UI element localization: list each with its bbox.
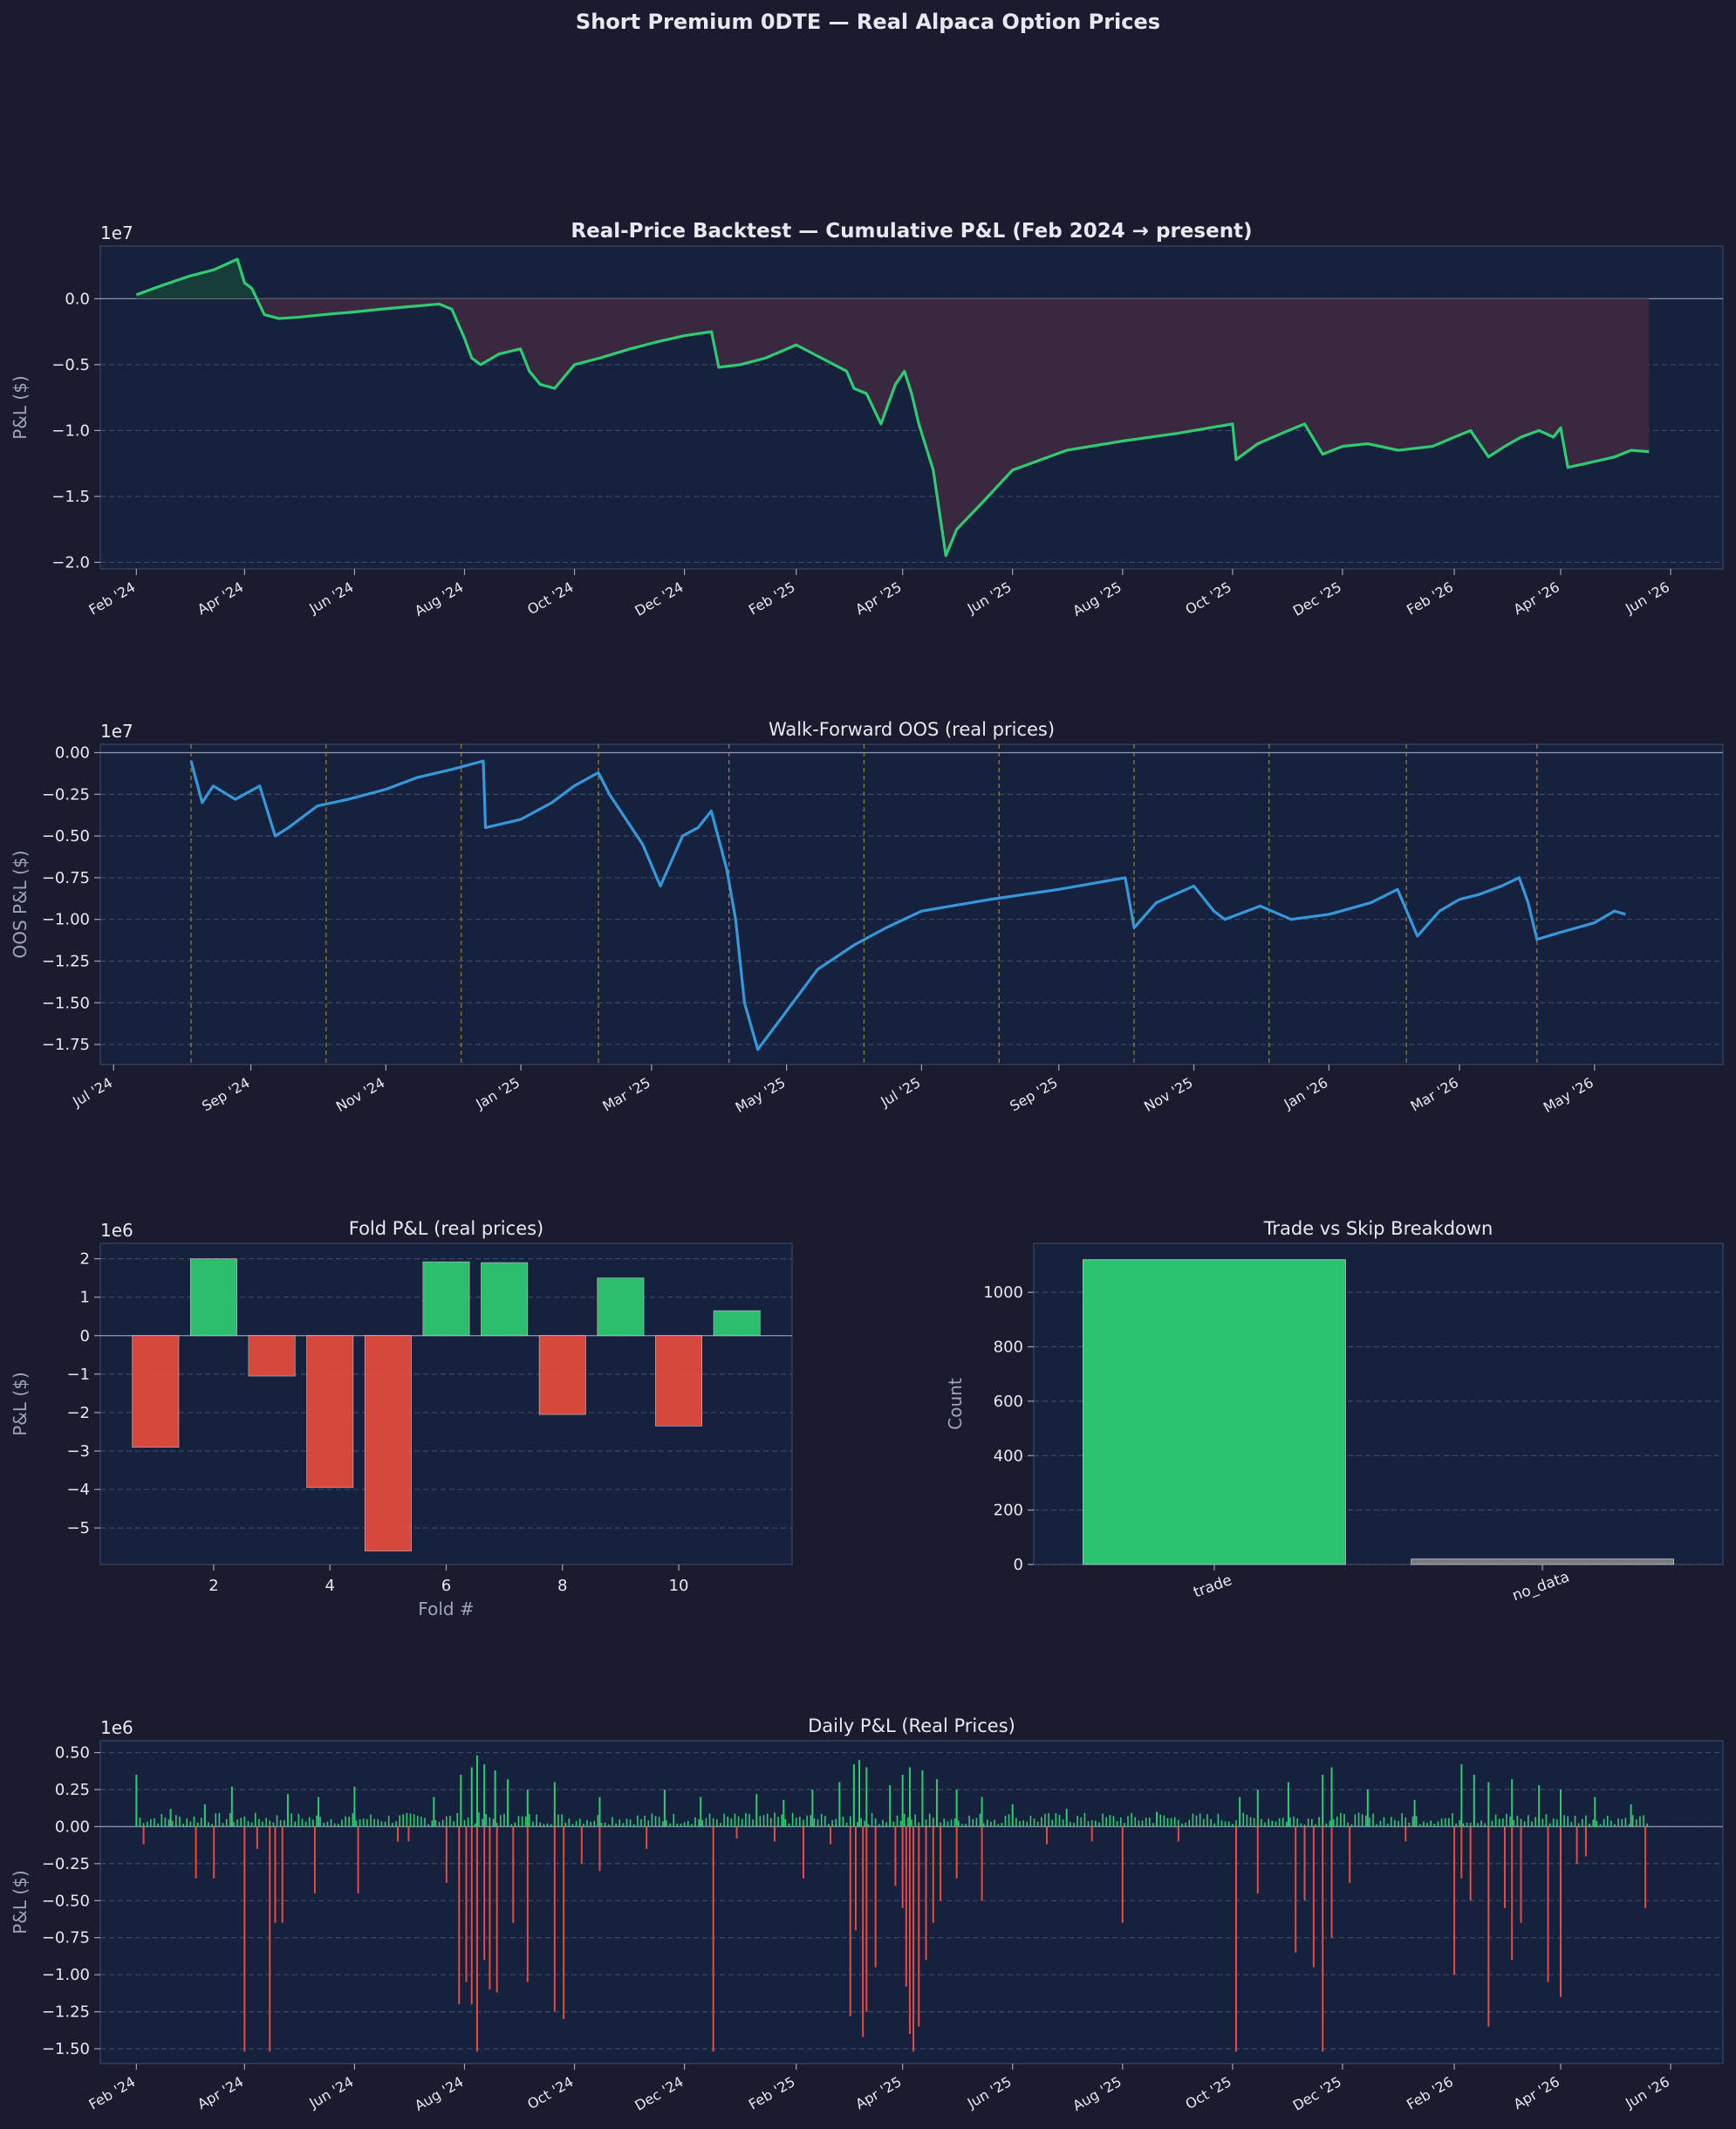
fold-bar	[306, 1335, 354, 1489]
y-tick-label: −0.50	[42, 1892, 90, 1910]
y-tick-label: −1.00	[42, 911, 90, 929]
chart-title: Walk-Forward OOS (real prices)	[769, 719, 1055, 740]
y-axis-label: Count	[945, 1378, 966, 1430]
y-multiplier: 1e7	[100, 222, 133, 243]
y-tick-label: 0	[1014, 1556, 1023, 1574]
x-tick-label: 8	[557, 1577, 567, 1595]
drawdown-area	[256, 298, 1650, 556]
y-axis-label: OOS P&L ($)	[10, 850, 31, 958]
plot-area	[99, 743, 1724, 1065]
y-tick-label: 0.00	[55, 1818, 90, 1836]
y-tick-label: −1.50	[42, 994, 90, 1012]
y-axis-label: P&L ($)	[10, 1372, 31, 1436]
y-tick-label: 600	[994, 1393, 1023, 1411]
y-tick-label: −1.5	[51, 488, 90, 506]
chart-title: Real-Price Backtest — Cumulative P&L (Fe…	[571, 220, 1252, 243]
plot-content	[100, 1755, 1723, 2052]
y-axis-label: P&L ($)	[10, 1870, 31, 1934]
chart-title: Daily P&L (Real Prices)	[808, 1715, 1015, 1736]
fold-bar	[597, 1277, 645, 1337]
fold-bar	[422, 1261, 470, 1337]
chart-title: Fold P&L (real prices)	[349, 1218, 544, 1239]
y-tick-label: 400	[994, 1447, 1023, 1465]
y-tick-label: 0.25	[55, 1781, 90, 1799]
breakdown-bar	[1411, 1558, 1674, 1565]
x-tick-label: 4	[325, 1577, 334, 1595]
chart-breakdown: 0 200 400 600 800 1000 Trade vs Skip Breakdown…	[945, 1218, 1724, 1605]
y-tick-label: −0.5	[51, 356, 90, 374]
y-tick-label: −1.25	[42, 2003, 90, 2022]
y-tick-label: −3	[66, 1442, 90, 1461]
y-tick-label: −1.00	[42, 1966, 90, 1984]
y-tick-label: −4	[66, 1481, 90, 1499]
y-tick-label: 0.50	[55, 1744, 90, 1763]
y-tick-label: 200	[994, 1502, 1023, 1520]
fold-bar	[538, 1335, 586, 1415]
x-tick-label: 6	[441, 1577, 451, 1595]
y-tick-label: −5	[66, 1519, 90, 1537]
y-multiplier: 1e6	[100, 1220, 133, 1241]
y-tick-label: 2	[80, 1250, 90, 1269]
y-tick-label: 0.00	[55, 744, 90, 763]
y-tick-label: −0.75	[42, 1929, 90, 1948]
y-tick-label: −2.0	[51, 553, 90, 572]
y-tick-label: −1.25	[42, 952, 90, 970]
y-tick-label: −0.50	[42, 827, 90, 845]
y-tick-label: 1000	[983, 1284, 1023, 1302]
chart-walkforward: 0.00−0.25−0.50−0.75−1.00−1.25−1.50−1.75J…	[10, 719, 1724, 1116]
y-tick-label: −1.50	[42, 2040, 90, 2058]
x-axis-label: Fold #	[418, 1598, 474, 1619]
y-tick-label: −0.25	[42, 1855, 90, 1873]
oos-pnl-line	[189, 759, 1626, 1051]
fold-bar	[713, 1310, 761, 1337]
x-tick-label: 2	[208, 1577, 218, 1595]
plot-content	[100, 257, 1723, 558]
fold-bar	[189, 1258, 237, 1337]
y-tick-label: −1.0	[51, 421, 90, 440]
y-tick-label: −1.75	[42, 1036, 90, 1054]
fold-bar	[248, 1335, 296, 1377]
plot-content	[100, 1258, 792, 1551]
y-axis-label: P&L ($)	[10, 375, 31, 440]
y-tick-label: −2	[66, 1404, 90, 1422]
y-multiplier: 1e6	[100, 1717, 133, 1738]
fold-bar	[132, 1335, 180, 1448]
y-tick-label: −0.25	[42, 785, 90, 804]
y-tick-label: 800	[994, 1338, 1023, 1357]
y-tick-label: 1	[80, 1289, 90, 1307]
fold-bar	[655, 1335, 703, 1427]
y-tick-label: −0.75	[42, 869, 90, 887]
y-tick-label: −1	[66, 1366, 90, 1384]
chart-daily: 0.50 0.25 0.00 −0.25 −0.50 −0.75 −1.00 −1.25 −1.…	[10, 1715, 1724, 2114]
y-tick-label: 0	[80, 1327, 90, 1345]
plot-content	[100, 744, 1723, 1064]
figure-title: Short Premium 0DTE — Real Alpaca Option …	[576, 10, 1160, 34]
cumulative-pnl-line	[135, 257, 1650, 558]
y-tick-label: 0.0	[65, 290, 90, 308]
y-multiplier: 1e7	[100, 721, 133, 742]
plot-area	[99, 1740, 1724, 2064]
chart-title: Trade vs Skip Breakdown	[1263, 1218, 1493, 1239]
fold-bar	[481, 1262, 529, 1337]
breakdown-bar	[1083, 1259, 1346, 1565]
x-tick-label: 10	[669, 1577, 689, 1595]
fold-bar	[364, 1335, 412, 1551]
